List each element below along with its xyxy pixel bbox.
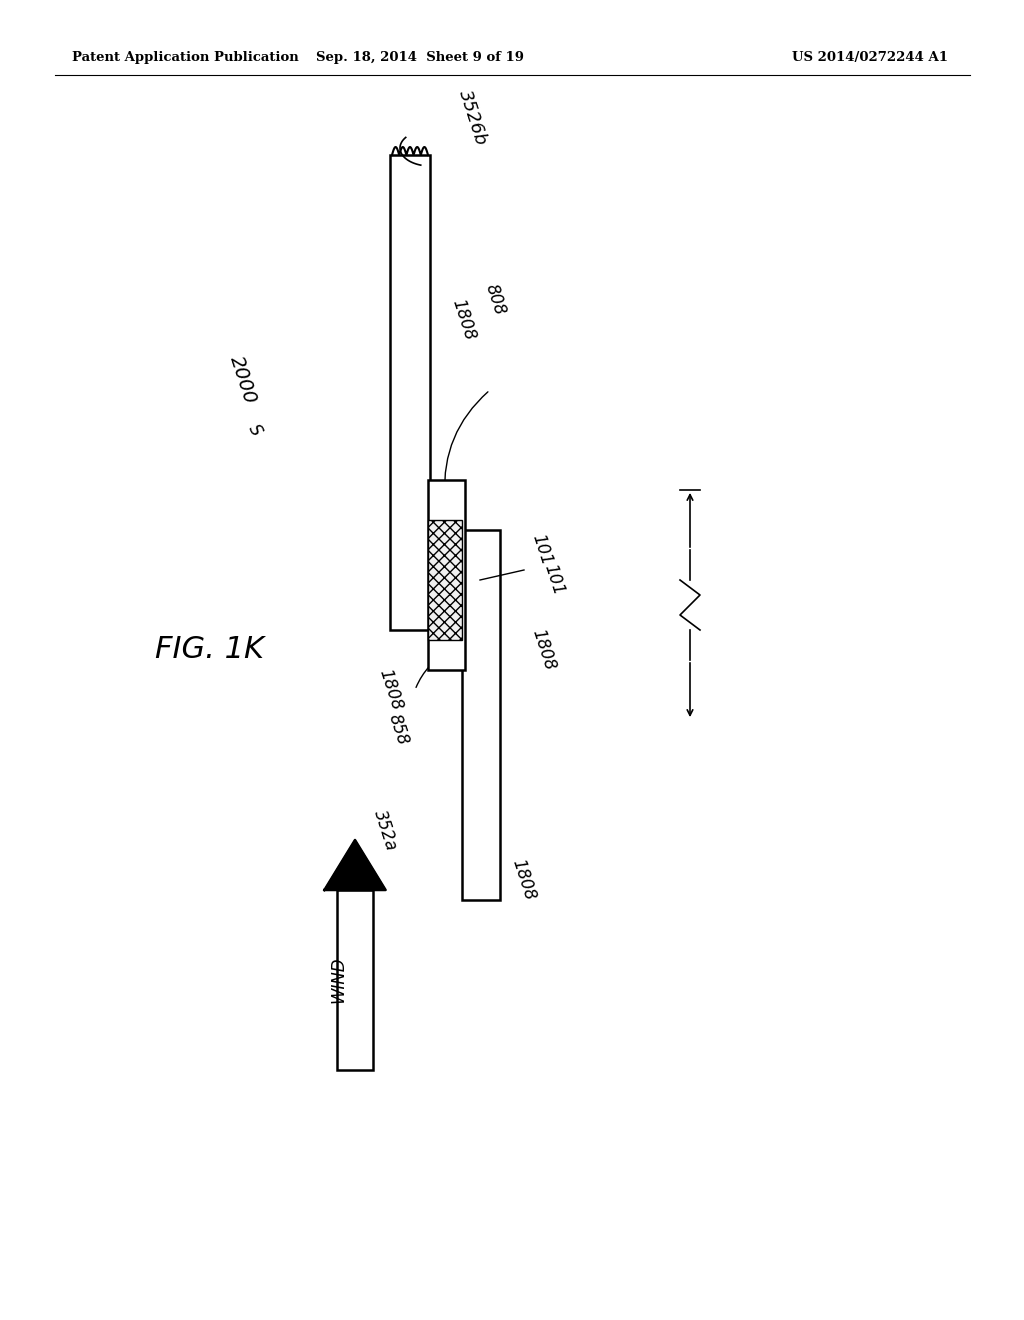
Text: Sep. 18, 2014  Sheet 9 of 19: Sep. 18, 2014 Sheet 9 of 19 bbox=[316, 51, 524, 65]
Text: 808: 808 bbox=[482, 282, 509, 318]
Text: 101: 101 bbox=[540, 562, 567, 598]
Text: FIG. 1K: FIG. 1K bbox=[155, 635, 264, 664]
Text: 1808: 1808 bbox=[449, 297, 478, 343]
Text: US 2014/0272244 A1: US 2014/0272244 A1 bbox=[792, 51, 948, 65]
Text: 1808: 1808 bbox=[528, 627, 558, 673]
Bar bbox=[462, 531, 500, 900]
Text: 1808: 1808 bbox=[508, 857, 539, 903]
Text: 352a: 352a bbox=[370, 808, 400, 853]
Bar bbox=[428, 520, 462, 640]
Text: S: S bbox=[245, 421, 265, 440]
Text: WIND: WIND bbox=[329, 957, 347, 1003]
Polygon shape bbox=[325, 840, 386, 890]
Bar bbox=[390, 154, 430, 630]
Text: 858: 858 bbox=[385, 711, 412, 748]
Text: 3526b: 3526b bbox=[455, 88, 489, 148]
Text: Patent Application Publication: Patent Application Publication bbox=[72, 51, 299, 65]
Bar bbox=[428, 480, 465, 671]
Text: 2000: 2000 bbox=[226, 354, 260, 407]
Bar bbox=[337, 890, 373, 1071]
Text: 1808: 1808 bbox=[375, 667, 406, 713]
Text: 101: 101 bbox=[528, 532, 555, 568]
